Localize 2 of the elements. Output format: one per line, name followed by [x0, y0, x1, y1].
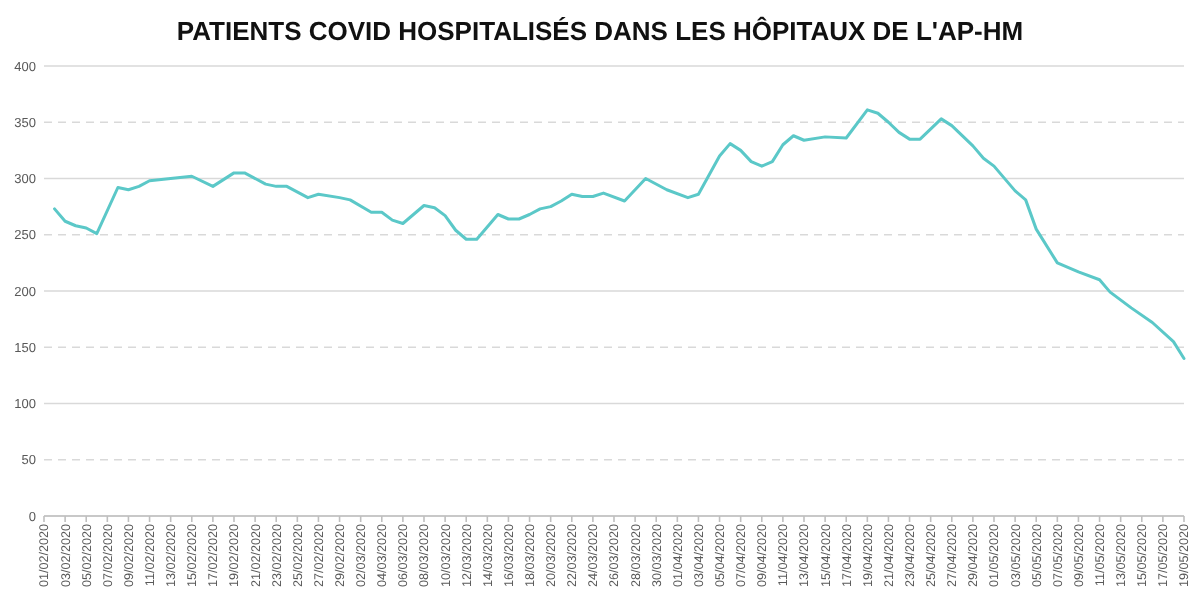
chart-title: PATIENTS COVID HOSPITALISÉS DANS LES HÔPITAUX DE L'AP-HM — [176, 16, 1024, 46]
line-series — [53, 108, 1186, 360]
